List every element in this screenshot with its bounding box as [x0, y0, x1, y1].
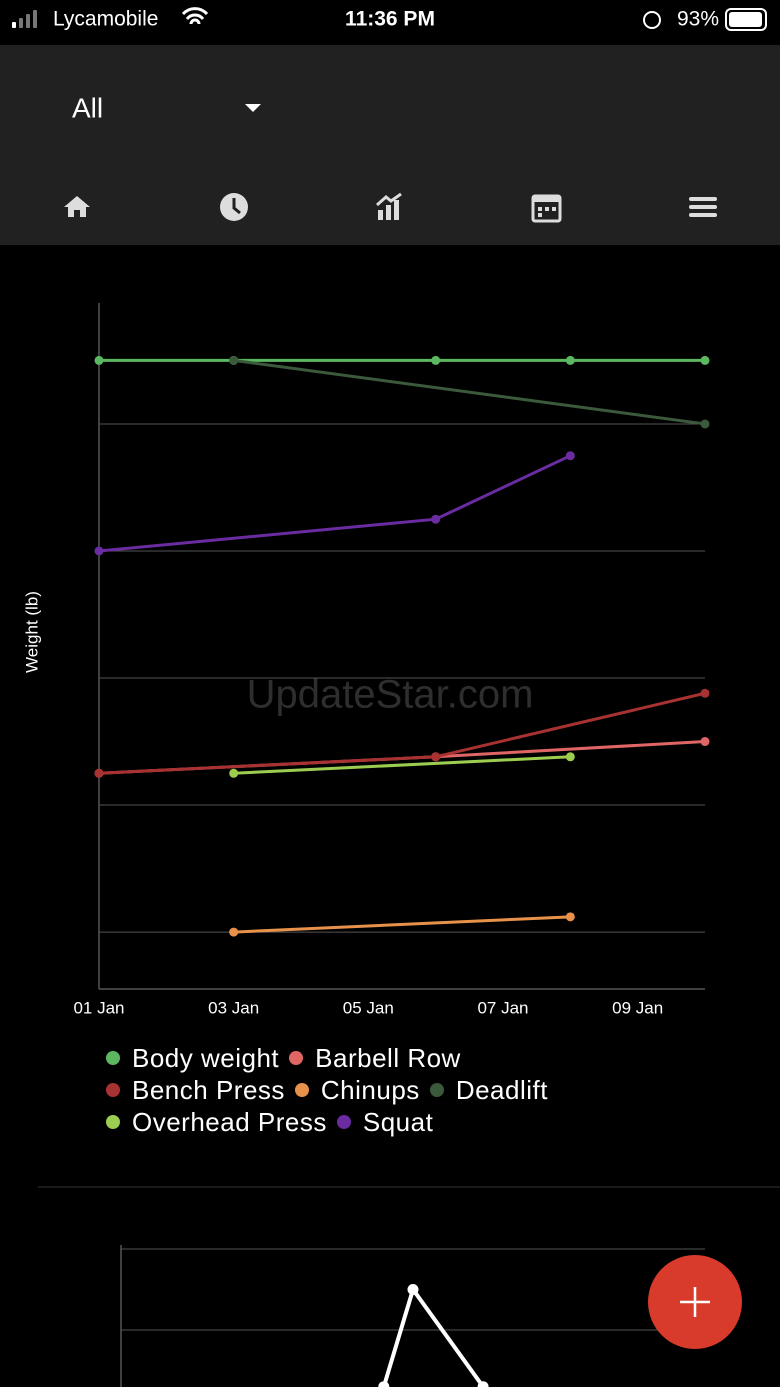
- data-point: [700, 688, 710, 698]
- legend-label: Barbell Row: [315, 1043, 461, 1073]
- legend: Body weight Barbell Row Bench Press Chinups…: [106, 1042, 606, 1138]
- menu-tab[interactable]: [689, 197, 717, 217]
- series-line: [233, 915, 571, 934]
- calendar-tab[interactable]: [531, 194, 562, 223]
- data-point: [94, 768, 104, 778]
- add-button[interactable]: [648, 1255, 742, 1349]
- data-point: [565, 451, 575, 461]
- legend-item[interactable]: Bench Press: [106, 1074, 285, 1106]
- data-point: [94, 546, 104, 556]
- watermark: UpdateStar.com: [247, 673, 534, 717]
- series-line: [98, 454, 571, 553]
- legend-item[interactable]: Deadlift: [429, 1074, 548, 1106]
- legend-swatch: [294, 1083, 309, 1097]
- series-line: [381, 1285, 485, 1387]
- data-point: [229, 927, 239, 937]
- legend-swatch: [429, 1083, 444, 1097]
- data-point: [431, 355, 441, 365]
- legend-swatch: [106, 1051, 120, 1065]
- data-point: [229, 768, 239, 778]
- data-point: [700, 355, 710, 365]
- clock: 11:36 PM: [345, 8, 435, 31]
- data-point: [565, 355, 575, 365]
- battery-text: 93%: [677, 8, 719, 31]
- legend-swatch: [106, 1083, 120, 1097]
- data-point: [565, 912, 575, 922]
- data-point: [700, 419, 710, 429]
- data-point: [407, 1284, 419, 1295]
- data-point: [431, 514, 441, 524]
- series-line: [233, 358, 706, 426]
- legend-label: Deadlift: [455, 1075, 548, 1105]
- data-point: [700, 737, 710, 747]
- x-tick-label: 03 Jan: [208, 998, 259, 1017]
- legend-swatch: [336, 1115, 351, 1129]
- data-point: [229, 355, 239, 365]
- data-point: [378, 1381, 390, 1387]
- data-point: [565, 752, 575, 762]
- battery-icon: [725, 8, 767, 31]
- data-point: [431, 752, 441, 762]
- battery-level: [729, 12, 762, 27]
- legend-item[interactable]: Squat: [336, 1106, 434, 1138]
- carrier: Lycamobile: [53, 8, 158, 31]
- legend-swatch: [289, 1051, 304, 1065]
- dropdown-arrow[interactable]: [245, 104, 261, 112]
- legend-item[interactable]: Chinups: [294, 1074, 420, 1106]
- legend-label: Body weight: [132, 1043, 280, 1073]
- x-tick-label: 01 Jan: [73, 998, 124, 1017]
- legend-label: Squat: [362, 1107, 434, 1137]
- status-bar: [0, 0, 780, 45]
- legend-item[interactable]: Barbell Row: [289, 1042, 461, 1074]
- filter-dropdown[interactable]: All: [72, 92, 103, 123]
- legend-swatch: [106, 1115, 120, 1129]
- data-point: [94, 355, 104, 365]
- y-axis-label: Weight (lb): [22, 591, 41, 673]
- legend-item[interactable]: Overhead Press: [106, 1106, 327, 1138]
- legend-label: Overhead Press: [132, 1107, 327, 1137]
- series-line: [233, 755, 571, 775]
- history-tab[interactable]: [220, 193, 248, 221]
- signal-icon: [12, 10, 37, 28]
- x-tick-label: 05 Jan: [343, 998, 394, 1017]
- legend-label: Chinups: [320, 1075, 420, 1105]
- wifi-icon: [181, 7, 209, 25]
- charts-tab[interactable]: [376, 192, 402, 220]
- home-tab[interactable]: [64, 196, 90, 217]
- x-tick-label: 09 Jan: [612, 998, 663, 1017]
- x-tick-label: 07 Jan: [477, 998, 528, 1017]
- lock-icon: [643, 11, 661, 29]
- legend-label: Bench Press: [132, 1075, 285, 1105]
- data-point: [477, 1381, 489, 1387]
- legend-item[interactable]: Body weight: [106, 1042, 279, 1074]
